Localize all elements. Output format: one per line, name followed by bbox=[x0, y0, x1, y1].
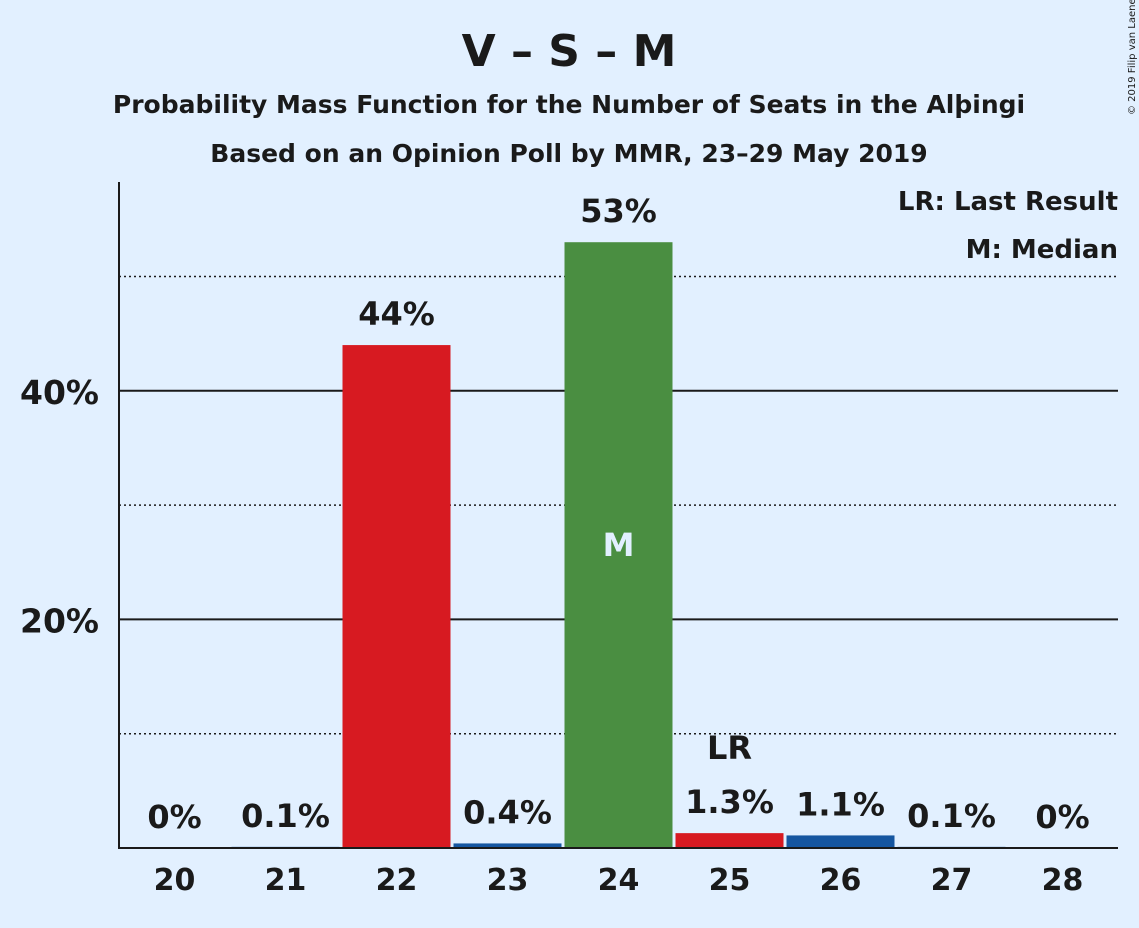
bar-22 bbox=[342, 345, 451, 848]
labels-layer: 0% 20 0.1% 21 44% 22 0.4% 23 53% 24 M 1.3% 25 LR 1.1% 2… bbox=[147, 192, 1089, 898]
chart-title: V – S – M bbox=[462, 26, 677, 77]
bar-24 bbox=[564, 242, 673, 848]
data-label: 0% bbox=[1035, 798, 1089, 836]
data-label: 1.3% bbox=[685, 783, 774, 821]
last-result-marker: LR bbox=[707, 729, 752, 767]
legend-last-result: LR: Last Result bbox=[898, 187, 1118, 217]
x-tick-label: 21 bbox=[265, 863, 307, 898]
x-tick-label: 22 bbox=[376, 863, 418, 898]
bars-layer bbox=[231, 242, 1006, 848]
data-label: 0.4% bbox=[463, 793, 552, 831]
median-marker: M bbox=[603, 526, 635, 564]
bar-26 bbox=[786, 835, 895, 848]
chart-subtitle-2: Based on an Opinion Poll by MMR, 23–29 M… bbox=[210, 139, 927, 168]
bar-23 bbox=[453, 843, 562, 848]
data-label: 53% bbox=[580, 192, 657, 230]
y-tick-label: 40% bbox=[20, 373, 99, 412]
data-label: 0% bbox=[147, 798, 201, 836]
data-label: 0.1% bbox=[907, 797, 996, 835]
x-tick-label: 27 bbox=[931, 863, 973, 898]
chart-subtitle: Probability Mass Function for the Number… bbox=[113, 90, 1025, 119]
x-tick-label: 23 bbox=[487, 863, 529, 898]
x-tick-label: 28 bbox=[1042, 863, 1084, 898]
x-tick-label: 26 bbox=[820, 863, 862, 898]
copyright-text: © 2019 Filip van Laenen bbox=[1127, 0, 1138, 115]
legend-median: M: Median bbox=[966, 235, 1118, 265]
y-tick-label: 20% bbox=[20, 601, 99, 640]
x-tick-label: 25 bbox=[709, 863, 751, 898]
data-label: 0.1% bbox=[241, 797, 330, 835]
data-label: 44% bbox=[358, 295, 435, 333]
x-tick-label: 24 bbox=[598, 863, 640, 898]
x-tick-label: 20 bbox=[154, 863, 196, 898]
bar-25 bbox=[675, 833, 784, 848]
data-label: 1.1% bbox=[796, 785, 885, 823]
